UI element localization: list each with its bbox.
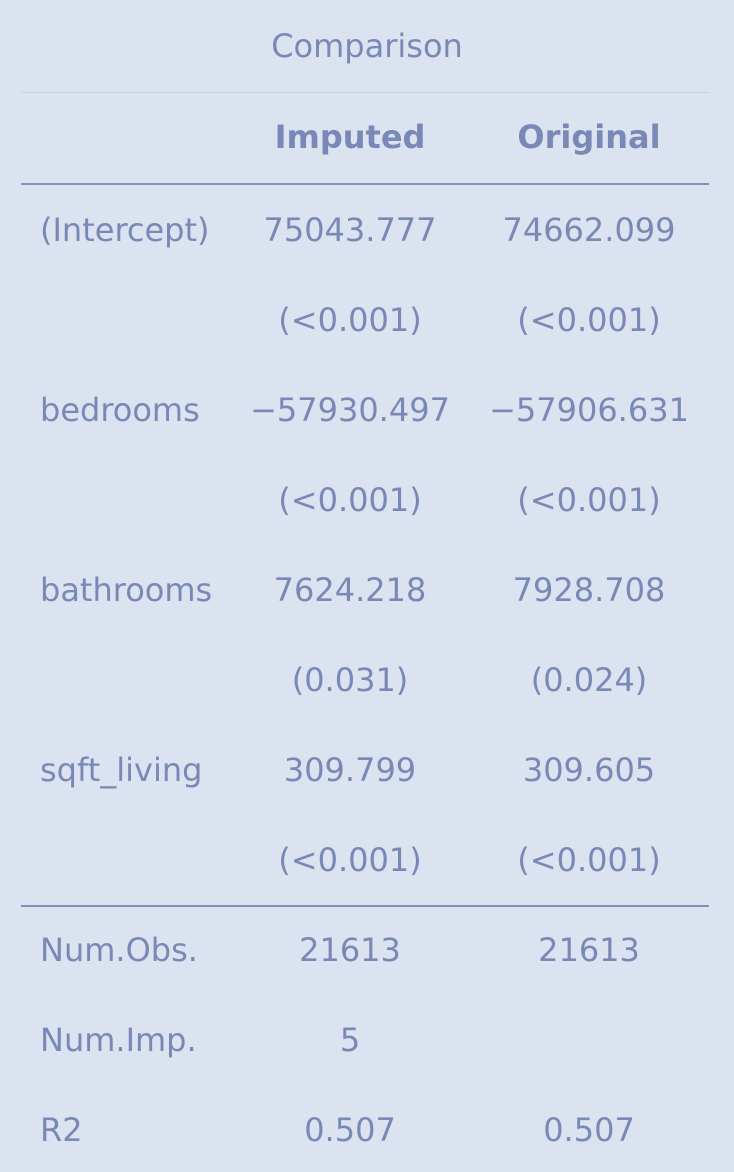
original-value: 7928.708 — [512, 571, 666, 609]
table-row: (<0.001) (<0.001) — [0, 455, 734, 545]
original-value: −57906.631 — [489, 391, 689, 429]
table-row: bathrooms 7624.218 7928.708 — [0, 545, 734, 635]
original-value: (<0.001) — [517, 301, 661, 339]
stats-rule — [21, 905, 709, 907]
imputed-value: (<0.001) — [278, 481, 422, 519]
row-label: sqft_living — [40, 751, 203, 789]
table-row: (0.031) (0.024) — [0, 635, 734, 725]
original-value: (0.024) — [530, 661, 648, 699]
original-value: 74662.099 — [502, 211, 676, 249]
stat-label: Num.Imp. — [40, 1021, 197, 1059]
table-row: (Intercept) 75043.777 74662.099 — [0, 185, 734, 275]
original-value: 309.605 — [522, 751, 656, 789]
original-value — [469, 995, 709, 1085]
table-header-row: Imputed Original — [0, 92, 734, 182]
imputed-value: 0.507 — [304, 1111, 396, 1149]
header-imputed: Imputed — [274, 118, 426, 156]
original-value: 21613 — [538, 931, 640, 969]
stat-row: R2 0.507 0.507 — [0, 1085, 734, 1172]
stat-label: Num.Obs. — [40, 931, 198, 969]
imputed-value: (0.031) — [291, 661, 409, 699]
imputed-value: (<0.001) — [278, 841, 422, 879]
row-label: bedrooms — [40, 391, 200, 429]
original-value: (<0.001) — [517, 481, 661, 519]
header-rule — [21, 183, 709, 185]
table-row: sqft_living 309.799 309.605 — [0, 725, 734, 815]
table-row: (<0.001) (<0.001) — [0, 275, 734, 365]
imputed-value: 5 — [339, 1021, 361, 1059]
table-row: (<0.001) (<0.001) — [0, 815, 734, 905]
imputed-value: 75043.777 — [263, 211, 437, 249]
table-caption: Comparison — [271, 27, 463, 65]
caption-divider — [21, 92, 709, 93]
imputed-value: 21613 — [299, 931, 401, 969]
imputed-value: 7624.218 — [273, 571, 427, 609]
stat-label: R2 — [40, 1111, 83, 1149]
table-row: bedrooms −57930.497 −57906.631 — [0, 365, 734, 455]
stat-row: Num.Obs. 21613 21613 — [0, 905, 734, 995]
imputed-value: 309.799 — [283, 751, 417, 789]
imputed-value: −57930.497 — [250, 391, 450, 429]
original-value: (<0.001) — [517, 841, 661, 879]
row-label: (Intercept) — [40, 211, 210, 249]
imputed-value: (<0.001) — [278, 301, 422, 339]
row-label: bathrooms — [40, 571, 213, 609]
original-value: 0.507 — [543, 1111, 635, 1149]
header-original: Original — [517, 118, 661, 156]
stat-row: Num.Imp. 5 — [0, 995, 734, 1085]
